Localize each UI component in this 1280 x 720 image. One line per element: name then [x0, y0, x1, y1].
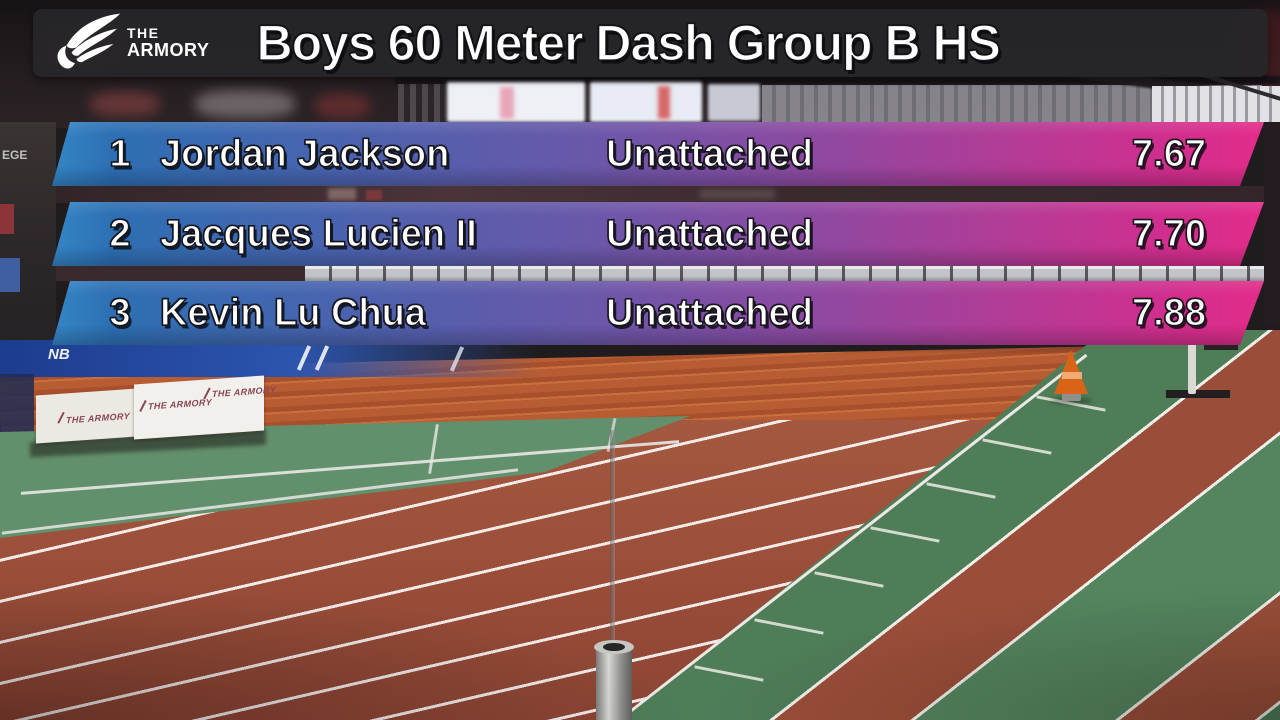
result-row-background: [52, 122, 1264, 186]
armory-logo-line1: THE: [127, 25, 160, 41]
right-wall-strip: [1264, 122, 1280, 348]
background-fleck: [366, 190, 382, 200]
result-team: Unattached: [605, 291, 813, 334]
video-board-smudge: [500, 87, 514, 119]
thin-pole: [610, 430, 615, 648]
crowd-blur: [195, 90, 295, 118]
sponsor-board: THE ARMORY THE ARMORY: [134, 375, 276, 440]
new-balance-logo: NB: [48, 346, 70, 363]
result-athlete-name: Jacques Lucien II: [159, 212, 477, 255]
video-board: [708, 84, 760, 121]
left-wall-strip: [0, 122, 56, 348]
armory-logo-text: THE ARMORY: [127, 26, 209, 60]
mezzanine-railing: [305, 266, 1280, 281]
result-time: 7.70: [1131, 212, 1206, 255]
metal-cylinder-opening: [603, 643, 625, 651]
background-gap-band: [0, 186, 1280, 203]
video-board: [590, 82, 702, 122]
armory-logo-line2: ARMORY: [127, 39, 210, 60]
armory-slash-icon: [57, 411, 65, 424]
result-athlete-name: Kevin Lu Chua: [159, 291, 427, 334]
result-place: 3: [109, 291, 131, 334]
armory-logo: THE ARMORY: [43, 12, 243, 74]
result-row-background: [52, 281, 1264, 345]
result-team: Unattached: [605, 212, 813, 255]
metal-cylinder: [596, 646, 632, 720]
new-balance-banner: [0, 340, 540, 377]
wall-red-sign: [0, 204, 14, 234]
cone-base: [1062, 392, 1081, 401]
video-board: [447, 82, 585, 122]
cone-shadow: [1050, 398, 1092, 404]
video-board-smudge: [658, 86, 670, 119]
crowd-blur: [315, 94, 370, 118]
board-text: THE ARMORY: [66, 410, 131, 426]
result-row-background: [52, 202, 1264, 266]
result-row-3: 3 Kevin Lu Chua Unattached 7.88: [52, 281, 1264, 345]
background-fleck: [700, 189, 775, 199]
crowd-blur: [90, 92, 160, 116]
armory-slash-icon: [139, 400, 147, 412]
result-row-2: 2 Jacques Lucien II Unattached 7.70: [52, 202, 1264, 266]
result-place: 1: [109, 132, 131, 175]
wall-blue-sign: [0, 258, 20, 292]
result-row-1: 1 Jordan Jackson Unattached 7.67: [52, 122, 1264, 186]
winged-foot-icon: [57, 13, 121, 69]
board-text: THE ARMORY: [148, 397, 213, 412]
result-time: 7.67: [1131, 132, 1206, 175]
result-athlete-name: Jordan Jackson: [159, 132, 450, 175]
event-title: Boys 60 Meter Dash Group B HS: [256, 14, 1002, 71]
result-place: 2: [109, 212, 131, 255]
sponsor-board: THE ARMORY: [36, 388, 136, 444]
steel-beam: [395, 76, 1280, 84]
header-bar: THE ARMORY Boys 60 Meter Dash Group B HS: [33, 9, 1268, 77]
armory-sponsor-boards: THE ARMORY THE ARMORY THE ARMORY: [30, 375, 276, 460]
white-standard-pole: [1188, 334, 1196, 394]
standard-base: [1166, 390, 1230, 398]
cone-stripe: [1062, 372, 1082, 379]
result-time: 7.88: [1131, 291, 1206, 334]
wall-text: EGE: [2, 148, 28, 162]
background-fleck: [328, 188, 356, 200]
result-team: Unattached: [605, 132, 813, 175]
window-slats: [398, 84, 446, 124]
